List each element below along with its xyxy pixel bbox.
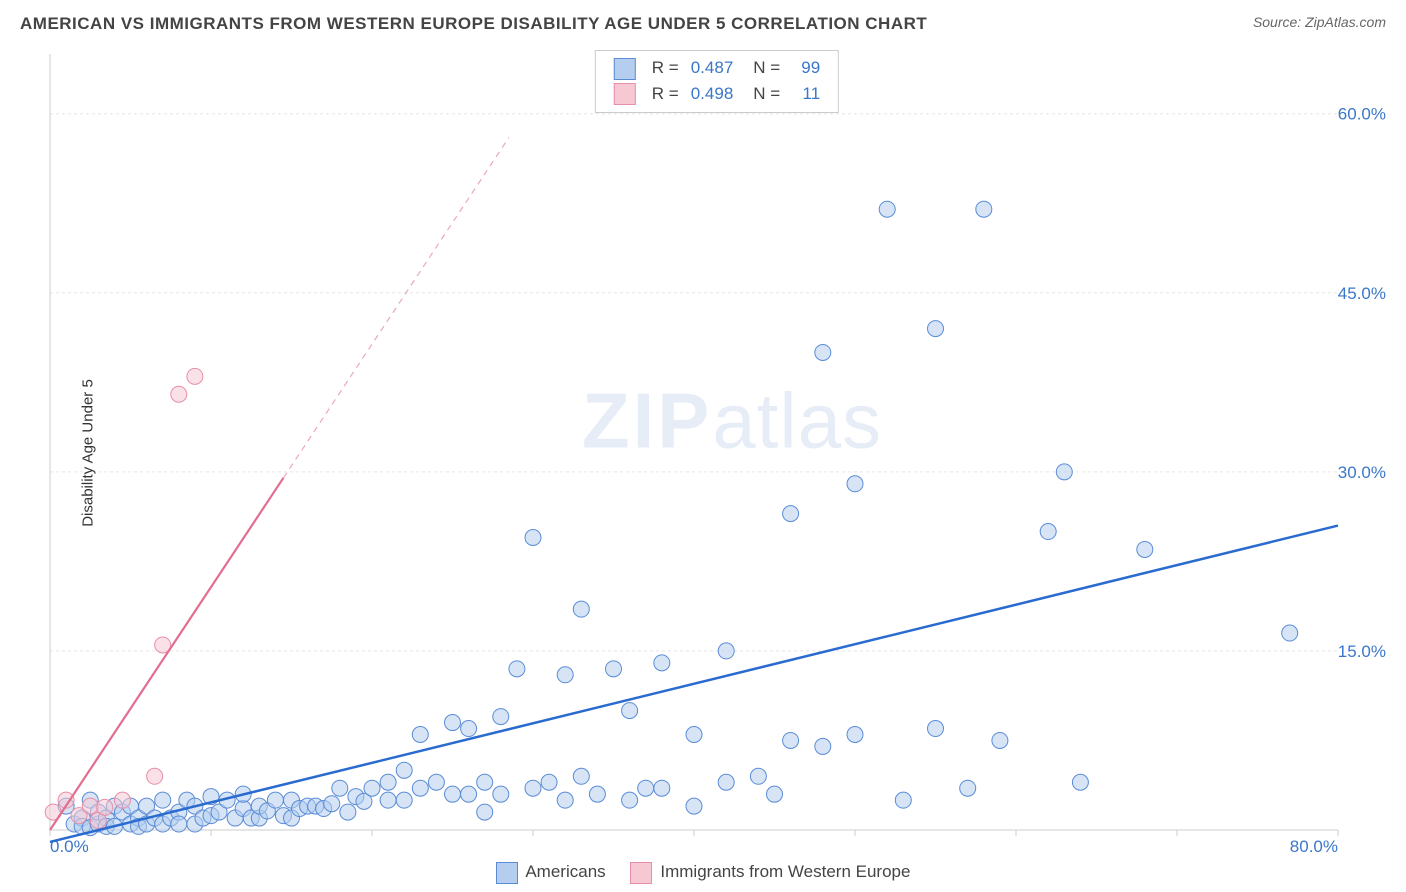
y-axis-label: Disability Age Under 5	[79, 379, 96, 527]
svg-text:60.0%: 60.0%	[1338, 105, 1386, 124]
chart-title: AMERICAN VS IMMIGRANTS FROM WESTERN EURO…	[20, 14, 927, 34]
stat-n-value: 11	[786, 81, 826, 107]
legend-swatch	[496, 862, 518, 884]
legend-item: Immigrants from Western Europe	[630, 862, 911, 881]
source-name: ZipAtlas.com	[1305, 14, 1386, 30]
stat-r-value: 0.487	[685, 55, 740, 81]
svg-text:30.0%: 30.0%	[1338, 463, 1386, 482]
legend-item: Americans	[496, 862, 606, 881]
stat-n-value: 99	[786, 55, 826, 81]
stat-n-label: N =	[739, 81, 786, 107]
plot-area: Disability Age Under 5 0.0%80.0%15.0%30.…	[40, 50, 1394, 856]
svg-text:45.0%: 45.0%	[1338, 284, 1386, 303]
bottom-legend: Americans Immigrants from Western Europe	[0, 862, 1406, 884]
legend-label: Americans	[525, 862, 605, 881]
legend-swatch	[614, 58, 636, 80]
stat-n-label: N =	[739, 55, 786, 81]
stats-legend-box: R =0.487N =99 R =0.498N =11	[595, 50, 839, 113]
legend-swatch	[630, 862, 652, 884]
stat-r-label: R =	[646, 55, 685, 81]
scatter-chart: 0.0%80.0%15.0%30.0%45.0%60.0%	[40, 50, 1394, 856]
stat-r-value: 0.498	[685, 81, 740, 107]
source-prefix: Source:	[1253, 14, 1305, 30]
legend-label: Immigrants from Western Europe	[660, 862, 910, 881]
legend-swatch	[614, 83, 636, 105]
chart-container: AMERICAN VS IMMIGRANTS FROM WESTERN EURO…	[0, 0, 1406, 892]
svg-text:80.0%: 80.0%	[1290, 837, 1338, 856]
svg-text:15.0%: 15.0%	[1338, 642, 1386, 661]
source-attribution: Source: ZipAtlas.com	[1253, 14, 1386, 30]
header: AMERICAN VS IMMIGRANTS FROM WESTERN EURO…	[0, 0, 1406, 42]
stat-r-label: R =	[646, 81, 685, 107]
